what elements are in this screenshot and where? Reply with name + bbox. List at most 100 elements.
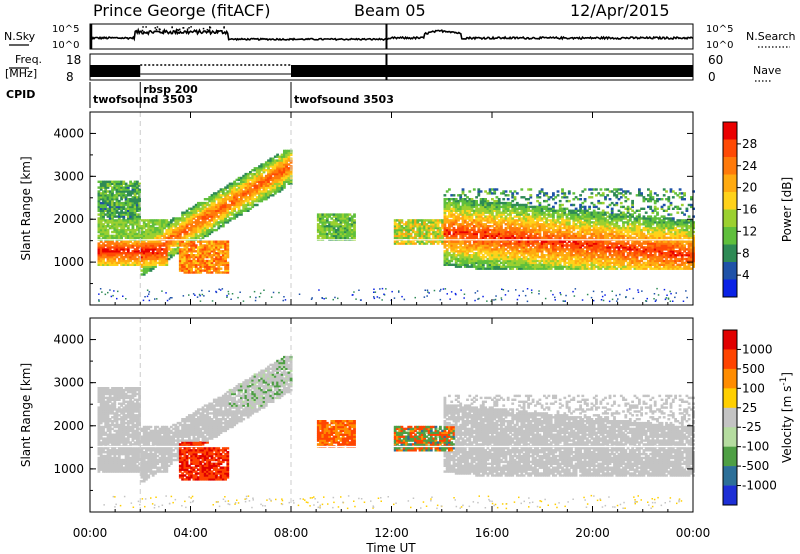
heatmap-cell (416, 219, 420, 222)
heatmap-cell (237, 209, 241, 212)
heatmap-cell (466, 240, 469, 243)
heatmap-cell (475, 259, 478, 263)
heatmap-cell (122, 213, 126, 216)
heatmap-cell (425, 236, 429, 239)
heatmap-cell (475, 242, 478, 245)
heatmap-cell (454, 230, 458, 234)
heatmap-cell (558, 199, 562, 203)
heatmap-cell (574, 252, 578, 255)
heatmap-cell (547, 219, 551, 222)
heatmap-cell (219, 263, 223, 266)
heatmap-cell (552, 209, 555, 212)
heatmap-cell (554, 196, 558, 199)
heatmap-cell (504, 254, 508, 257)
freq-band (90, 65, 141, 77)
heatmap-cell (518, 217, 521, 220)
heatmap-cell (337, 234, 340, 238)
heatmap-cell (477, 240, 481, 243)
heatmap-cell (117, 213, 121, 216)
heatmap-cell (262, 163, 266, 166)
heatmap-cell (188, 255, 191, 259)
heatmap-cell (208, 255, 212, 259)
heatmap-cell (443, 213, 447, 216)
heatmap-cell (283, 159, 286, 162)
heatmap-cell (117, 199, 121, 203)
heatmap-cell (174, 236, 178, 239)
heatmap-cell (97, 217, 101, 220)
heatmap-cell (138, 259, 141, 263)
heatmap-cell (481, 261, 485, 265)
heatmap-cell (183, 271, 187, 274)
heatmap-cell (515, 246, 519, 249)
heatmap-cell (581, 265, 585, 268)
heatmap-cell (188, 213, 191, 216)
heatmap-cell (240, 186, 243, 189)
heatmap-cell (149, 242, 153, 245)
heatmap-cell (167, 252, 171, 255)
heatmap-cell (452, 228, 456, 232)
heatmap-cell (138, 199, 141, 203)
heatmap-cell (149, 255, 153, 259)
heatmap-cell (534, 230, 537, 234)
heatmap-cell (210, 246, 214, 249)
heatmap-cell (316, 228, 320, 232)
heatmap-cell (472, 265, 476, 268)
heatmap-cell (253, 182, 257, 185)
heatmap-cell (163, 263, 166, 266)
heatmap-cell (217, 199, 221, 203)
heatmap-cell (529, 188, 533, 191)
heatmap-cell (448, 263, 451, 266)
heatmap-cell (558, 207, 562, 210)
heatmap-cell (188, 211, 191, 214)
heatmap-cell (488, 201, 492, 205)
heatmap-cell (429, 240, 433, 243)
heatmap-cell (590, 242, 594, 245)
heatmap-cell (206, 228, 209, 232)
heatmap-cell (524, 265, 528, 268)
heatmap-cell (411, 240, 415, 243)
heatmap-cell (278, 186, 282, 189)
heatmap-cell (167, 225, 171, 228)
heatmap-cell (104, 234, 108, 238)
heatmap-cell (138, 188, 141, 191)
heatmap-cell (515, 255, 519, 259)
heatmap-cell (167, 240, 171, 243)
heatmap-cell (246, 192, 250, 195)
heatmap-cell (520, 205, 524, 209)
heatmap-cell (495, 221, 499, 224)
heatmap-cell (481, 198, 485, 201)
heatmap-cell (136, 254, 139, 257)
heatmap-cell (495, 265, 499, 268)
heatmap-cell (592, 203, 596, 207)
heatmap-cell (543, 205, 546, 209)
heatmap-cell (126, 203, 130, 207)
heatmap-cell (500, 226, 503, 230)
heatmap-cell (459, 254, 463, 257)
heatmap-cell (400, 236, 404, 239)
heatmap-cell (466, 196, 469, 199)
heatmap-cell (244, 205, 248, 209)
heatmap-cell (536, 259, 539, 263)
heatmap-cell (486, 232, 490, 236)
heatmap-cell (567, 232, 571, 236)
heatmap-cell (540, 267, 544, 270)
heatmap-cell (167, 244, 171, 247)
heatmap-cell (273, 184, 277, 187)
heatmap-cell (595, 236, 598, 239)
heatmap-cell (104, 201, 108, 205)
heatmap-cell (468, 255, 472, 259)
heatmap-cell (502, 265, 506, 268)
heatmap-cell (534, 254, 537, 257)
heatmap-cell (443, 232, 447, 236)
heatmap-cell (212, 267, 216, 270)
heatmap-cell (443, 211, 447, 214)
heatmap-cell (246, 201, 250, 205)
heatmap-cell (513, 250, 517, 253)
heatmap-cell (219, 242, 223, 245)
heatmap-cell (454, 250, 458, 253)
heatmap-cell (149, 265, 153, 268)
heatmap-cell (506, 221, 510, 224)
heatmap-cell (461, 198, 465, 201)
heatmap-cell (249, 196, 252, 199)
heatmap-cell (258, 174, 261, 178)
